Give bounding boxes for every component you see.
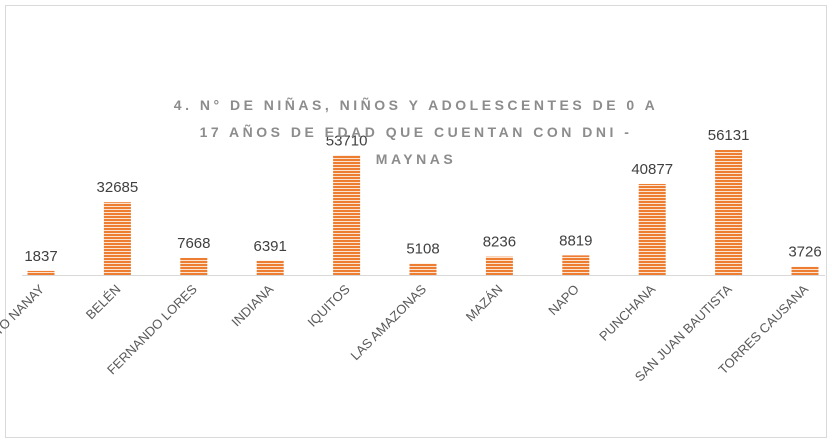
bar <box>103 202 131 275</box>
bar <box>256 260 284 275</box>
bar <box>180 257 208 275</box>
data-label: 56131 <box>708 127 750 144</box>
data-label: 53710 <box>326 132 368 149</box>
bar <box>791 266 819 275</box>
data-label: 1837 <box>24 248 57 265</box>
data-label: 8236 <box>483 234 516 251</box>
bar <box>715 150 743 275</box>
data-label: 3726 <box>788 244 821 261</box>
data-label: 8819 <box>559 232 592 249</box>
bar <box>562 255 590 275</box>
data-label: 6391 <box>254 238 287 255</box>
bar <box>409 263 437 275</box>
chart-border <box>5 5 827 438</box>
bar <box>485 256 513 275</box>
bar <box>333 155 361 275</box>
data-label: 32685 <box>97 179 139 196</box>
data-label: 7668 <box>177 235 210 252</box>
bar <box>638 183 666 275</box>
bar <box>27 270 55 275</box>
data-label: 5108 <box>406 241 439 258</box>
data-label: 40877 <box>631 161 673 178</box>
chart-title: 4. N° DE NIÑAS, NIÑOS Y ADOLESCENTES DE … <box>173 97 659 167</box>
